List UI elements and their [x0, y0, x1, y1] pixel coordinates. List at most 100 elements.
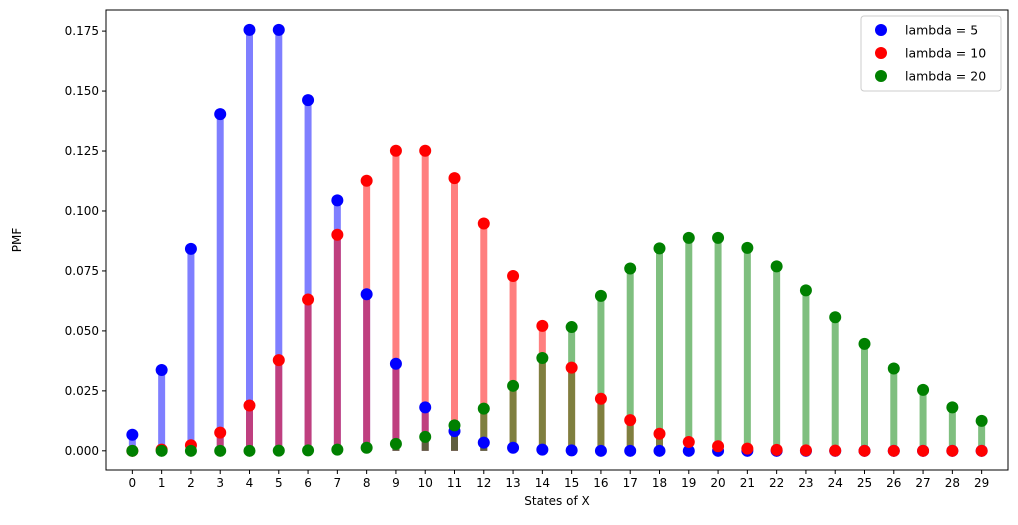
data-point: [184, 242, 197, 255]
x-tick-label: 21: [740, 476, 755, 490]
data-point: [214, 444, 227, 457]
data-point: [389, 144, 402, 157]
data-point: [712, 440, 725, 453]
data-point: [887, 444, 900, 457]
legend-box: [860, 15, 1002, 92]
x-tick-label: 14: [535, 476, 550, 490]
data-point: [653, 242, 666, 255]
legend-marker: [875, 47, 887, 59]
x-tick-label: 10: [418, 476, 433, 490]
x-tick-label: 20: [710, 476, 725, 490]
data-point: [946, 401, 959, 414]
data-point: [448, 419, 461, 432]
data-point: [360, 174, 373, 187]
data-point: [858, 444, 871, 457]
x-tick-label: 9: [392, 476, 400, 490]
x-tick-label: 6: [304, 476, 312, 490]
data-point: [302, 293, 315, 306]
plot-frame: [105, 9, 1009, 471]
x-tick-label: 18: [652, 476, 667, 490]
x-tick-label: 26: [886, 476, 901, 490]
x-tick-label: 22: [769, 476, 784, 490]
data-point: [565, 361, 578, 374]
data-point: [155, 444, 168, 457]
y-tick-label: 0.100: [65, 204, 99, 218]
stem-markers: [126, 23, 988, 457]
y-tick-label: 0.175: [65, 24, 99, 38]
data-point: [507, 269, 520, 282]
data-point: [419, 144, 432, 157]
y-axis-ticks: 0.000 0.025 0.050 0.075 0.100 0.125 0.150 0.175: [65, 24, 106, 458]
y-tick-label: 0.025: [65, 384, 99, 398]
data-point: [975, 444, 988, 457]
data-point: [565, 444, 578, 457]
x-tick-label: 0: [129, 476, 137, 490]
data-point: [624, 444, 637, 457]
data-point: [946, 444, 959, 457]
y-tick-label: 0.150: [65, 84, 99, 98]
x-tick-label: 15: [564, 476, 579, 490]
data-point: [770, 443, 783, 456]
x-tick-label: 29: [974, 476, 989, 490]
data-point: [594, 444, 607, 457]
data-point: [975, 414, 988, 427]
data-point: [858, 337, 871, 350]
data-point: [536, 351, 549, 364]
x-tick-label: 23: [798, 476, 813, 490]
x-tick-label: 25: [857, 476, 872, 490]
data-point: [741, 442, 754, 455]
data-point: [155, 363, 168, 376]
data-point: [389, 437, 402, 450]
x-tick-label: 2: [187, 476, 195, 490]
data-point: [214, 108, 227, 121]
data-point: [243, 444, 256, 457]
x-tick-label: 24: [828, 476, 843, 490]
data-point: [594, 289, 607, 302]
x-tick-label: 19: [681, 476, 696, 490]
legend-label: lambda = 5: [905, 23, 978, 38]
data-point: [829, 311, 842, 324]
data-point: [536, 443, 549, 456]
data-point: [799, 444, 812, 457]
data-point: [624, 414, 637, 427]
x-tick-label: 28: [945, 476, 960, 490]
data-point: [243, 23, 256, 36]
x-tick-label: 4: [246, 476, 254, 490]
data-point: [536, 319, 549, 332]
x-tick-label: 17: [623, 476, 638, 490]
x-tick-label: 1: [158, 476, 166, 490]
data-point: [477, 402, 490, 415]
data-point: [917, 383, 930, 396]
y-axis-label: PMF: [10, 228, 24, 253]
data-point: [653, 427, 666, 440]
data-point: [712, 231, 725, 244]
data-point: [126, 428, 139, 441]
data-point: [302, 94, 315, 107]
data-point: [272, 354, 285, 367]
legend-marker: [875, 70, 887, 82]
x-tick-label: 11: [447, 476, 462, 490]
data-point: [653, 444, 666, 457]
data-point: [448, 172, 461, 185]
x-axis-label: States of X: [524, 494, 589, 508]
data-point: [214, 426, 227, 439]
x-axis-ticks: 0 1 2 3 4 5 6 7 8 9 10 11 12 13 14 15 16 17 18 19 20 21 22 23 24…: [129, 470, 989, 490]
data-point: [682, 231, 695, 244]
data-point: [770, 260, 783, 273]
x-tick-label: 27: [915, 476, 930, 490]
data-point: [331, 194, 344, 207]
legend-label: lambda = 10: [905, 46, 986, 61]
legend-label: lambda = 20: [905, 69, 986, 84]
data-point: [243, 399, 256, 412]
data-point: [360, 288, 373, 301]
x-tick-label: 12: [476, 476, 491, 490]
data-point: [682, 444, 695, 457]
y-tick-label: 0.050: [65, 324, 99, 338]
x-tick-label: 7: [334, 476, 342, 490]
data-point: [507, 379, 520, 392]
data-point: [594, 392, 607, 405]
stem-lines: [128, 29, 986, 451]
data-point: [419, 401, 432, 414]
data-point: [565, 321, 578, 334]
